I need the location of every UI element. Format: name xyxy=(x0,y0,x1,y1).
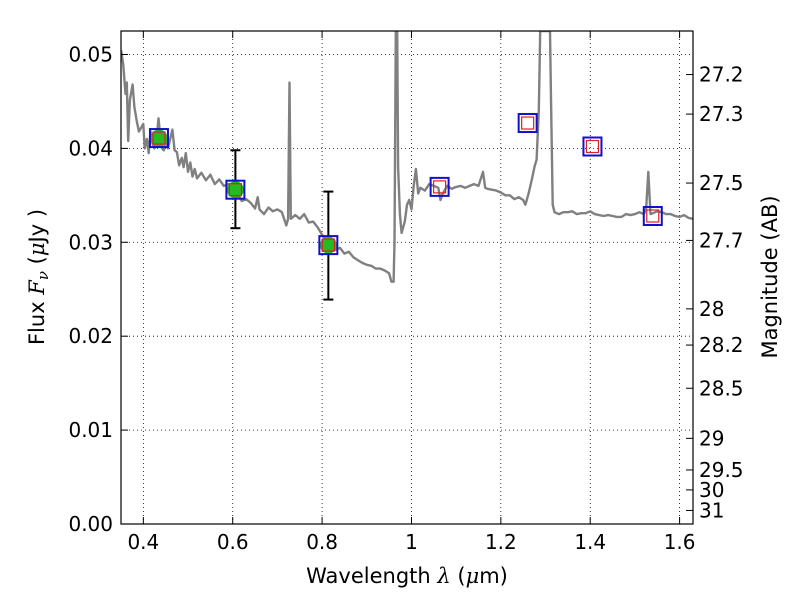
model-box-outer xyxy=(429,176,450,197)
y-axis-ticks: 0.00 0.01 0.02 0.03 0.04 0.05 xyxy=(68,42,128,536)
model-box-outer xyxy=(148,128,169,149)
y-tick-label: 0.00 xyxy=(68,512,113,536)
x-tick-label: 0.8 xyxy=(306,530,338,554)
x-axis-ticks: 0.4 0.6 0.8 1 1.2 1.4 1.6 xyxy=(127,31,696,554)
magnitude-tick-label: 27.3 xyxy=(699,102,744,126)
y-tick-label: 0.04 xyxy=(68,136,113,160)
model-box-outer xyxy=(582,136,603,157)
model-box-inner xyxy=(646,209,660,223)
magnitude-tick-label: 27.7 xyxy=(699,228,744,252)
magnitude-tick-label: 30 xyxy=(699,478,724,502)
spectrum-line xyxy=(121,31,693,283)
x-tick-label: 0.6 xyxy=(217,530,249,554)
x-tick-label: 1 xyxy=(405,530,418,554)
model-boxes xyxy=(148,113,663,256)
magnitude-tick-label: 27.5 xyxy=(699,171,744,195)
model-box-inner xyxy=(433,180,447,194)
magnitude-tick-label: 28 xyxy=(699,297,724,321)
right-axis-label: Magnitude (AB) xyxy=(758,195,782,358)
y-tick-label: 0.03 xyxy=(68,230,113,254)
y-tick-label: 0.02 xyxy=(68,324,113,348)
model-box-outer xyxy=(642,205,663,226)
model-box-inner xyxy=(152,131,166,145)
magnitude-tick-label: 31 xyxy=(699,498,724,522)
model-box-outer xyxy=(517,113,538,134)
plot-area xyxy=(121,31,693,301)
y-tick-label: 0.05 xyxy=(68,42,113,66)
magnitude-tick-label: 27.2 xyxy=(699,63,744,87)
model-box-inner xyxy=(321,238,335,252)
y-axis-label: Flux Fν (μJy ) xyxy=(25,209,52,345)
model-box-outer xyxy=(225,179,246,200)
magnitude-tick-label: 29 xyxy=(699,426,724,450)
y-tick-label: 0.01 xyxy=(68,418,113,442)
x-tick-label: 0.4 xyxy=(127,530,159,554)
plot-frame xyxy=(120,30,694,525)
x-axis-label: Wavelength λ (μm) xyxy=(306,564,508,588)
magnitude-tick-label: 28.5 xyxy=(699,376,744,400)
x-tick-label: 1.6 xyxy=(664,530,696,554)
model-box-inner xyxy=(521,116,535,130)
x-tick-label: 1.4 xyxy=(574,530,606,554)
magnitude-tick-label: 28.2 xyxy=(699,333,744,357)
model-box-inner xyxy=(585,139,600,154)
model-box-inner xyxy=(228,183,242,197)
x-tick-label: 1.2 xyxy=(485,530,517,554)
magnitude-tick-label: 29.5 xyxy=(699,458,744,482)
model-box-outer xyxy=(318,235,339,256)
